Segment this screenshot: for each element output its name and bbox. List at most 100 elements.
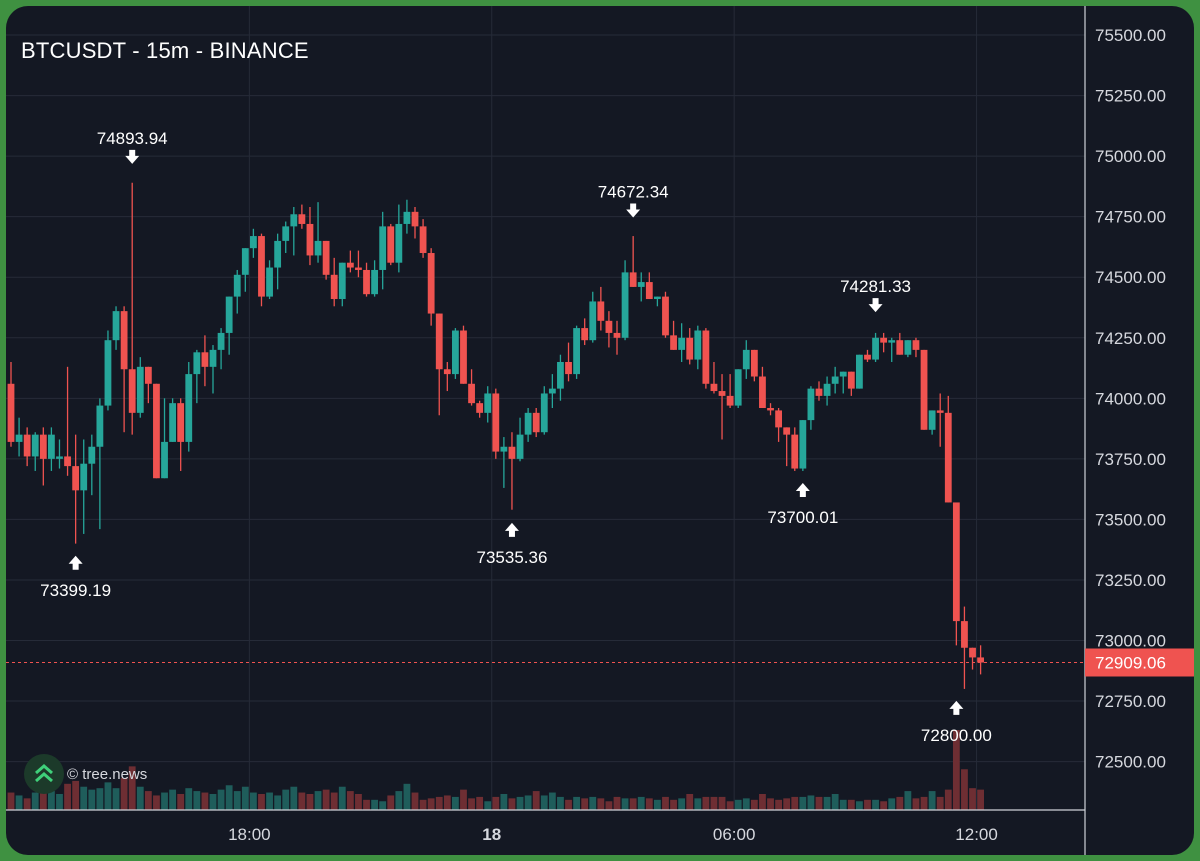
volume-bar <box>330 792 338 810</box>
candle-body <box>306 223 314 256</box>
up-arrow-icon <box>949 700 964 715</box>
candle-body <box>952 502 960 622</box>
volume-bar <box>427 798 435 810</box>
candle-body <box>928 410 936 430</box>
y-tick-label: 72500.00 <box>1095 753 1166 772</box>
x-tick-label: 12:00 <box>955 825 998 844</box>
candle-body <box>961 621 968 648</box>
candle-body <box>120 311 128 370</box>
candle-body <box>492 393 500 452</box>
volume-bar <box>80 786 88 810</box>
volume-bar <box>581 798 589 810</box>
volume-bar <box>322 789 330 810</box>
candle-body <box>274 240 282 268</box>
candle-body <box>629 272 637 287</box>
candle-body <box>112 311 120 341</box>
candle-body <box>654 296 661 300</box>
candle-body <box>258 236 265 297</box>
volume-bar <box>589 796 597 810</box>
volume-bar <box>686 794 694 810</box>
candle-body <box>177 403 185 442</box>
volume-bar <box>314 791 322 810</box>
volume-bar <box>775 799 782 810</box>
y-tick-label: 75250.00 <box>1095 87 1166 106</box>
candle-body <box>637 282 645 287</box>
candle-body <box>56 456 63 459</box>
y-tick-label: 74750.00 <box>1095 208 1166 227</box>
candle-body <box>241 248 249 275</box>
volume-bar <box>39 789 47 810</box>
volume-bar <box>363 799 370 810</box>
candle-body <box>338 262 346 300</box>
candle-body <box>557 361 564 389</box>
volume-bar <box>209 794 217 810</box>
volume-bar <box>387 795 395 810</box>
down-arrow-icon <box>868 298 883 313</box>
volume-bar <box>961 769 968 810</box>
x-tick-label: 18:00 <box>228 825 271 844</box>
candle-body <box>718 391 726 396</box>
candle-body <box>516 434 524 459</box>
candle-body <box>823 383 831 396</box>
volume-bar <box>355 794 362 810</box>
volume-bar <box>241 786 249 810</box>
volume-bar <box>573 796 580 810</box>
volume-bar <box>759 794 766 810</box>
candle-body <box>565 361 572 375</box>
volume-bar <box>120 778 128 810</box>
volume-bar <box>750 799 758 810</box>
volume-bar <box>15 795 23 810</box>
volume-bar <box>306 794 314 810</box>
volume-bar <box>96 788 104 810</box>
candle-body <box>670 335 677 350</box>
candle-body <box>791 434 799 469</box>
up-arrow-icon <box>795 482 810 497</box>
volume-bar <box>136 786 144 810</box>
volume-bar <box>718 796 726 810</box>
candle-body <box>597 301 605 321</box>
price-chart[interactable]: 74893.94 73399.19 73535.36 74672.34 73700.01… <box>6 6 1194 855</box>
candle-body <box>233 274 241 297</box>
candle-body <box>185 374 193 442</box>
candle-body <box>573 328 580 375</box>
candle-body <box>96 405 104 447</box>
candle-body <box>645 282 653 300</box>
candle-body <box>443 369 451 375</box>
volume-bar <box>710 796 718 810</box>
volume-bar <box>282 789 290 810</box>
volume-bar <box>969 788 976 810</box>
volume-bar <box>613 796 621 810</box>
candle-layer <box>7 182 984 689</box>
candle-body <box>702 330 710 384</box>
volume-bar <box>411 792 419 810</box>
volume-layer <box>7 730 984 810</box>
volume-bar <box>977 789 984 810</box>
candle-body <box>379 226 387 270</box>
y-tick-label: 74000.00 <box>1095 389 1166 408</box>
candle-body <box>532 412 540 433</box>
volume-bar <box>928 791 936 810</box>
candle-body <box>944 412 952 503</box>
volume-bar <box>476 796 484 810</box>
candle-body <box>759 376 766 408</box>
candle-body <box>767 408 774 411</box>
last-price-label: 72909.06 <box>1095 654 1166 673</box>
candle-body <box>621 272 629 338</box>
volume-bar <box>161 792 168 810</box>
candle-body <box>548 388 556 394</box>
y-tick-label: 72750.00 <box>1095 692 1166 711</box>
candle-body <box>847 371 855 389</box>
volume-bar <box>403 783 411 810</box>
candle-body <box>411 211 419 227</box>
volume-bar <box>72 780 80 810</box>
candle-body <box>880 337 888 343</box>
candle-body <box>322 240 330 275</box>
candle-body <box>807 388 815 421</box>
candle-body <box>80 463 88 491</box>
volume-bar <box>726 801 734 810</box>
candle-body <box>726 395 734 406</box>
candle-body <box>403 211 411 224</box>
candle-body <box>363 269 370 295</box>
candle-body <box>864 354 871 360</box>
candle-body <box>225 296 233 333</box>
